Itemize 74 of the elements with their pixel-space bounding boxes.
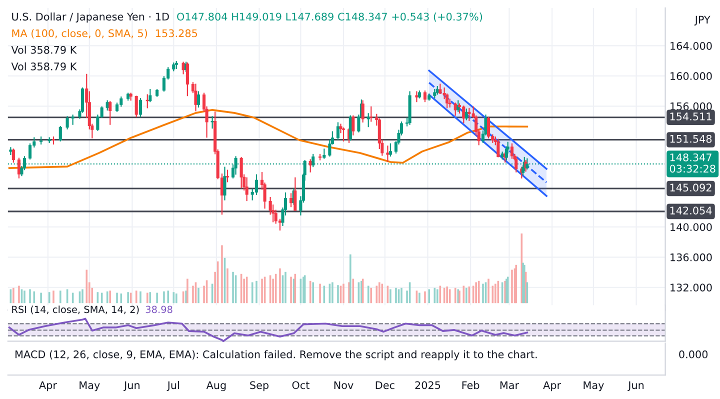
candlestick <box>240 156 243 188</box>
ref-line-label: 142.054 <box>670 206 712 214</box>
candlestick <box>486 116 490 138</box>
candlestick <box>370 106 373 122</box>
y-tick-label: 160.000 <box>670 72 712 80</box>
candlestick <box>254 174 258 196</box>
x-tick-label: Jun <box>628 381 644 392</box>
x-tick-label: Apr <box>543 381 562 392</box>
x-tick-label: Aug <box>206 381 226 392</box>
candlestick <box>120 96 123 107</box>
x-tick-label: Dec <box>376 381 394 390</box>
candlestick <box>12 148 15 163</box>
candlestick <box>464 108 468 120</box>
annotation: Vol 358.79 K <box>11 62 77 70</box>
x-tick-label: May <box>584 381 604 392</box>
candlestick <box>210 116 214 129</box>
candlestick <box>510 143 514 159</box>
ref-line-label: 145.092 <box>670 184 712 192</box>
candlestick <box>366 113 370 128</box>
y-tick-label: 132.000 <box>670 284 712 292</box>
candlestick <box>148 88 152 102</box>
x-tick-label: Oct <box>292 381 310 390</box>
text: MA (100, close, 0, SMA, 5) <box>12 29 148 38</box>
annotation: Vol 358.79 K <box>11 46 77 54</box>
candlestick <box>415 91 418 102</box>
y-tick-label: 164.000 <box>670 42 712 50</box>
candlestick <box>386 146 390 162</box>
text: MACD (12, 26, close, 9, EMA, EMA): Calculation failed. Remove the script and reapply it to the chart. <box>16 350 537 360</box>
candlestick <box>17 158 20 178</box>
x-tick-label: May <box>80 381 100 392</box>
line-series <box>8 109 528 169</box>
candlestick <box>342 127 346 142</box>
chart-title: U.S. Dollar / Japanese Yen · 1D <box>12 12 169 23</box>
x-tick-label: Sep <box>250 381 269 392</box>
x-tick-label: Feb <box>462 381 480 390</box>
candlestick <box>388 143 392 157</box>
y-tick-label: 140.000 <box>670 223 712 232</box>
ref-line-label: 154.511 <box>670 112 712 120</box>
x-tick-label: Nov <box>334 381 354 390</box>
candlestick <box>196 91 200 108</box>
candlestick <box>438 84 442 94</box>
candlestick <box>138 98 142 118</box>
x-tick-label: Jul <box>166 381 179 392</box>
candlestick <box>468 108 471 122</box>
candlestick <box>496 138 500 158</box>
candlestick <box>352 115 355 136</box>
candlestick <box>322 148 326 159</box>
candlestick <box>226 170 230 182</box>
candlestick <box>462 106 466 124</box>
y-tick-label: 136.000 <box>670 253 712 262</box>
candlestick <box>423 90 427 102</box>
ref-line-label: 151.548 <box>670 134 712 143</box>
annotation: 153.285 <box>156 29 198 38</box>
candlestick <box>66 116 69 130</box>
x-tick-label: Jun <box>124 381 140 392</box>
chart-title: RSI (14, close, SMA, 14, 2) <box>12 306 139 314</box>
chart-subtitle: O147.804 H149.019 L147.689 C148.347 +0.543 (+0.37%) <box>177 12 482 22</box>
candlestick <box>58 126 62 142</box>
candlestick <box>108 101 112 125</box>
x-tick-label: 2025 <box>415 381 440 390</box>
x-tick-label: Apr <box>39 381 57 392</box>
candlestick <box>336 122 340 140</box>
text: 0.000 <box>679 350 708 358</box>
candlestick <box>71 114 74 125</box>
annotation: 38.98 <box>146 306 172 314</box>
text: JPY <box>694 16 710 26</box>
candlestick <box>134 96 138 118</box>
ref-line-label: 148.347 03:32:28 <box>670 153 716 173</box>
candlestick <box>28 143 32 160</box>
x-tick-label: Mar <box>500 381 520 390</box>
y-tick-label: 156.000 <box>670 102 712 110</box>
candlestick <box>223 166 226 200</box>
candlestick <box>245 177 248 202</box>
candlestick <box>194 84 198 112</box>
